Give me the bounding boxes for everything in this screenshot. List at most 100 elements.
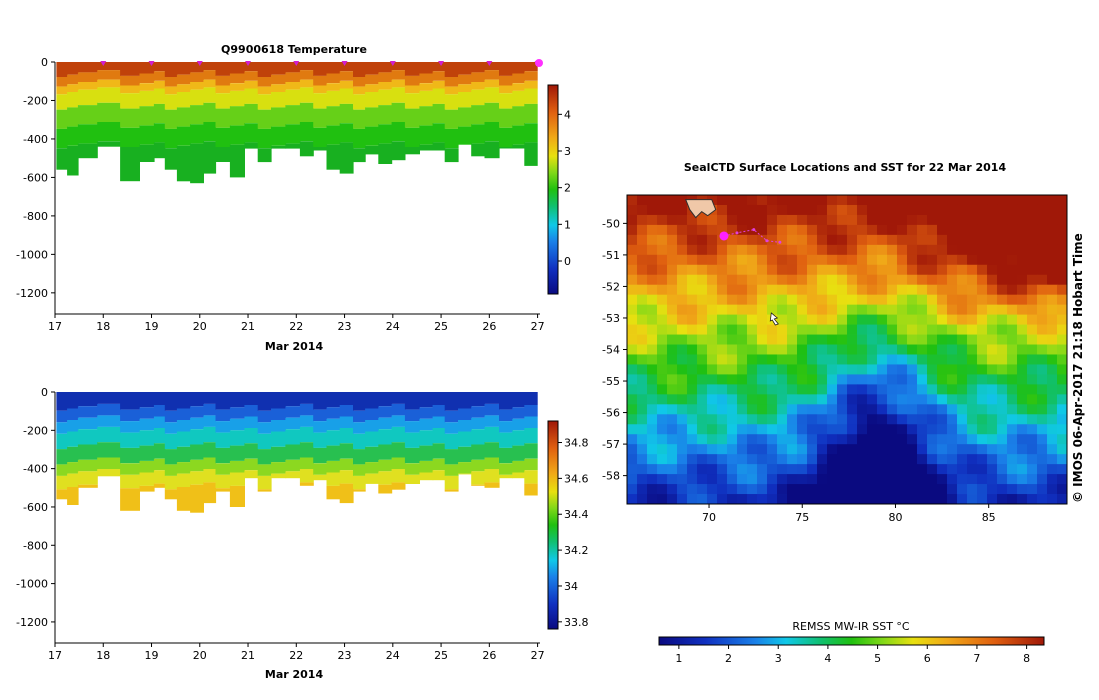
sst-cell — [717, 434, 728, 445]
sst-cell — [957, 354, 968, 365]
sst-cell — [987, 434, 998, 445]
sst-cell — [737, 474, 748, 485]
sst-cell — [917, 354, 928, 365]
sst-cell — [997, 244, 1008, 256]
profile-cell — [257, 433, 272, 450]
profile-cell — [203, 442, 217, 458]
sst-cell — [1047, 424, 1058, 435]
sst-cell — [1037, 444, 1048, 455]
sst-cell — [777, 274, 788, 286]
sst-cell — [767, 414, 778, 425]
profile-cell — [244, 428, 259, 444]
sst-cell — [897, 404, 908, 415]
sst-cell — [687, 414, 698, 425]
sst-cell — [897, 424, 908, 435]
profile-cell — [244, 392, 259, 405]
sst-cell — [687, 284, 698, 296]
profile-cell — [203, 141, 217, 174]
sst-cell — [697, 264, 708, 276]
sst-cell — [677, 224, 688, 236]
sst-cell — [867, 354, 878, 365]
profile-cell — [419, 430, 434, 446]
sst-cell — [627, 274, 638, 286]
sst-cell — [837, 224, 848, 236]
sst-cell — [877, 374, 888, 385]
sst-cell — [967, 434, 978, 445]
sst-cell — [667, 464, 678, 475]
sst-cell — [657, 284, 668, 296]
sst-cell — [817, 274, 828, 286]
sst-cell — [787, 394, 798, 405]
sst-cell — [767, 434, 778, 445]
profile-cell — [391, 122, 406, 142]
sst-cell — [727, 224, 738, 236]
profile-cell — [484, 122, 500, 142]
sst-cell — [1057, 424, 1067, 435]
sst-cell — [1037, 454, 1048, 465]
profile-cell — [67, 473, 79, 487]
sst-cell — [1027, 464, 1038, 475]
sst-cell — [757, 334, 768, 345]
profile-cell — [153, 103, 166, 124]
profile-cell — [444, 77, 459, 87]
sst-cell — [847, 314, 858, 325]
profile-cell — [203, 62, 217, 71]
profile-cell — [365, 62, 379, 75]
profile-cell — [120, 474, 140, 489]
sst-cell — [857, 204, 868, 216]
profile-cell — [365, 420, 379, 432]
profile-cell — [378, 406, 393, 418]
colorbar-tick-label: 34.4 — [564, 508, 589, 521]
sst-cell — [967, 254, 978, 266]
sst-cell — [947, 384, 958, 395]
profile-cell — [229, 73, 245, 84]
profile-cell — [512, 445, 525, 461]
sst-cell — [917, 274, 928, 286]
sst-cell — [807, 394, 818, 405]
sst-cell — [1017, 374, 1028, 385]
sst-cell — [877, 294, 888, 306]
profile-cell — [176, 420, 191, 432]
sst-cell — [977, 494, 988, 504]
profile-cell — [215, 409, 231, 422]
sst-cell — [777, 284, 788, 296]
sst-cell — [807, 244, 818, 256]
sst-cell — [1047, 354, 1058, 365]
sst-cell — [707, 394, 718, 405]
sst-cell — [767, 394, 778, 405]
profile-cell — [471, 471, 486, 485]
profile-cell — [164, 86, 178, 95]
sst-cell — [817, 344, 828, 355]
profile-cell — [378, 143, 393, 164]
sst-cell — [877, 234, 888, 246]
profile-cell — [190, 406, 204, 418]
x-tick-label: 17 — [48, 320, 62, 333]
profile-cell — [56, 410, 68, 423]
sst-cell — [897, 394, 908, 405]
sst-cell — [1057, 304, 1067, 316]
sst-cell — [777, 224, 788, 236]
profile-cell — [299, 469, 314, 483]
profile-cell — [339, 80, 354, 89]
sst-cell — [767, 254, 778, 266]
sst-cell — [937, 434, 948, 445]
profile-cell — [471, 429, 486, 445]
sst-cell — [857, 214, 868, 226]
profile-cell — [444, 410, 459, 423]
profile-cell — [153, 428, 166, 444]
colorbar-tick-label: 34.6 — [564, 472, 589, 485]
sst-cell — [847, 494, 858, 504]
sst-cell — [1027, 314, 1038, 325]
profile-cell — [458, 431, 472, 447]
sst-cell — [837, 484, 848, 495]
profile-cell — [257, 86, 272, 95]
sst-cell — [967, 474, 978, 485]
profile-cell — [353, 392, 366, 411]
sst-cell — [1047, 244, 1058, 256]
profile-cell — [458, 92, 472, 108]
sst-cell — [747, 354, 758, 365]
sst-cell — [1047, 444, 1058, 455]
sst-cell — [957, 424, 968, 435]
sst-cell — [837, 244, 848, 256]
profile-cell — [313, 409, 328, 422]
